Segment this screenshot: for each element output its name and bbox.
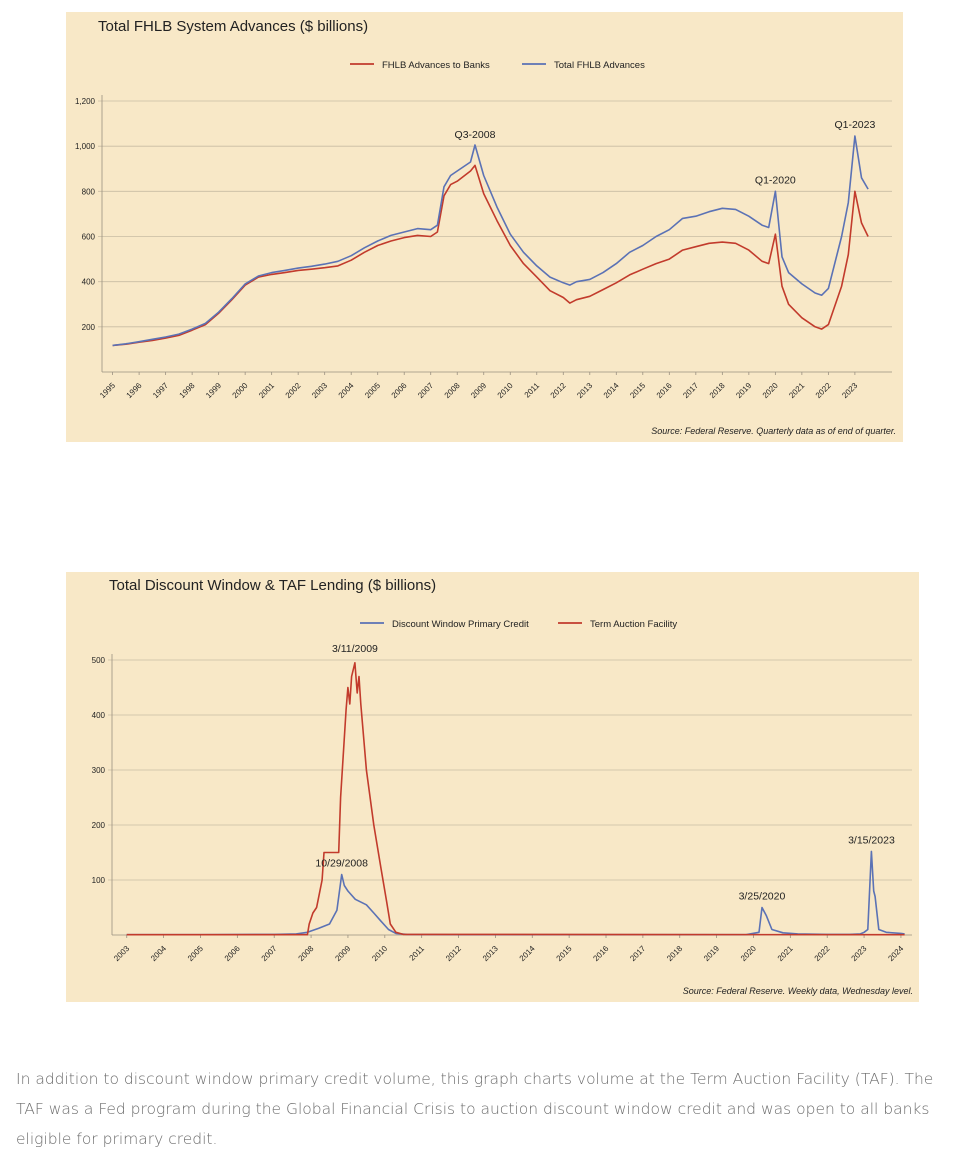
x-tick-label: 2020 [761,381,780,400]
x-tick-label: 1997 [151,381,170,400]
x-tick-label: 2005 [186,944,205,963]
series-line-0 [112,164,869,347]
peak-annotation: Q1-2023 [834,119,875,131]
x-tick-label: 2006 [390,381,409,400]
x-tick-label: 2010 [370,944,389,963]
peak-annotation: Q3-2008 [455,129,496,141]
y-tick-label: 200 [92,821,106,830]
y-tick-label: 800 [82,187,96,196]
x-tick-label: 2021 [787,381,806,400]
x-tick-label: 2022 [813,944,832,963]
x-tick-label: 2005 [363,381,382,400]
x-tick-label: 2018 [708,381,727,400]
series-line-1 [112,135,869,347]
x-tick-label: 2013 [481,944,500,963]
x-tick-label: 2012 [549,381,568,400]
x-tick-label: 2012 [444,944,463,963]
x-tick-label: 2023 [840,381,859,400]
y-tick-label: 1,200 [75,97,96,106]
x-tick-label: 2004 [149,944,168,963]
peak-annotation: 3/11/2009 [332,643,378,655]
x-tick-label: 2022 [814,381,833,400]
discount-window-chart: Total Discount Window & TAF Lending ($ b… [92,577,913,996]
source-note: Source: Federal Reserve. Quarterly data … [651,426,896,436]
x-tick-label: 2017 [628,944,647,963]
series-line-1 [126,662,905,936]
x-tick-label: 2002 [284,381,303,400]
x-tick-label: 2016 [591,944,610,963]
x-tick-label: 2000 [231,381,250,400]
x-tick-label: 2018 [665,944,684,963]
x-tick-label: 2004 [337,381,356,400]
y-tick-label: 600 [82,233,96,242]
x-tick-label: 2021 [776,944,795,963]
x-tick-label: 2009 [469,381,488,400]
x-tick-label: 1996 [125,381,144,400]
x-tick-label: 2008 [443,381,462,400]
chart-title: Total Discount Window & TAF Lending ($ b… [109,577,436,594]
y-tick-label: 400 [82,278,96,287]
x-tick-label: 2023 [850,944,869,963]
peak-annotation: 10/29/2008 [315,858,368,870]
x-tick-label: 2024 [886,944,905,963]
peak-annotation: 3/15/2023 [848,834,895,846]
source-note: Source: Federal Reserve. Weekly data, We… [683,986,913,996]
x-tick-label: 2010 [496,381,515,400]
x-tick-label: 2015 [555,944,574,963]
fhlb-advances-chart-panel: Total FHLB System Advances ($ billions) F… [66,12,903,442]
x-tick-label: 2014 [602,381,621,400]
x-tick-label: 2003 [112,944,131,963]
x-tick-label: 2016 [655,381,674,400]
x-tick-label: 2006 [223,944,242,963]
x-tick-label: 2014 [518,944,537,963]
caption-text: In addition to discount window primary c… [16,1070,934,1148]
x-tick-label: 2019 [702,944,721,963]
x-tick-label: 1999 [204,381,223,400]
legend-label-1: Total FHLB Advances [554,60,645,71]
x-tick-label: 2007 [416,381,435,400]
x-tick-label: 2001 [257,381,276,400]
x-tick-label: 2013 [575,381,594,400]
x-tick-label: 2020 [739,944,758,963]
x-tick-label: 1995 [98,381,117,400]
x-tick-label: 2007 [260,944,279,963]
x-tick-label: 2003 [310,381,329,400]
legend-label-1: Term Auction Facility [590,619,677,630]
y-tick-label: 1,000 [75,142,96,151]
y-tick-label: 300 [92,766,106,775]
x-tick-label: 2019 [734,381,753,400]
x-tick-label: 2009 [333,944,352,963]
peak-annotation: Q1-2020 [755,174,796,186]
fhlb-advances-chart: Total FHLB System Advances ($ billions) F… [75,18,896,436]
y-tick-label: 400 [92,711,106,720]
y-tick-label: 100 [92,876,106,885]
discount-window-chart-panel: Total Discount Window & TAF Lending ($ b… [66,572,919,1002]
y-tick-label: 500 [92,656,106,665]
x-tick-label: 2011 [408,944,427,963]
y-tick-label: 200 [82,323,96,332]
peak-annotation: 3/25/2020 [739,891,786,903]
x-tick-label: 2015 [628,381,647,400]
legend-label-0: FHLB Advances to Banks [382,60,490,71]
x-tick-label: 2008 [297,944,316,963]
series-line-0 [126,850,905,936]
x-tick-label: 2017 [681,381,700,400]
chart-title: Total FHLB System Advances ($ billions) [98,18,368,35]
legend-label-0: Discount Window Primary Credit [392,619,529,630]
x-tick-label: 1998 [178,381,197,400]
x-tick-label: 2011 [523,381,542,400]
